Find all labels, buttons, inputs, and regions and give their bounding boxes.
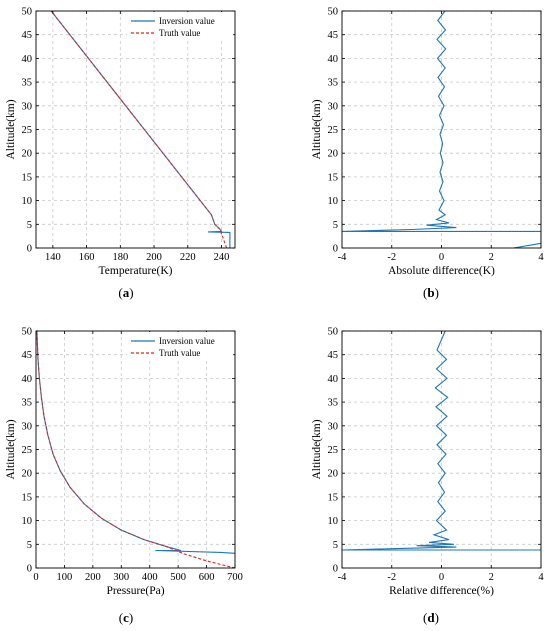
legend-label: Truth value [159,348,200,358]
y-tick-label: 35 [22,398,33,409]
x-tick-label: 300 [113,572,129,583]
x-tick-label: 0 [439,252,444,263]
y-tick-label: 50 [22,7,33,18]
y-tick-label: 5 [27,220,32,231]
y-tick-label: 0 [333,244,338,255]
y-tick-label: 0 [27,244,32,255]
panel-label: (a) [118,285,133,300]
y-tick-label: 30 [328,421,339,432]
y-tick-label: 45 [22,30,33,41]
x-tick-label: 2 [489,252,494,263]
y-tick-label: 40 [22,54,33,65]
y-tick-label: 50 [22,327,33,338]
y-tick-label: 50 [328,7,339,18]
x-tick-label: -2 [387,572,396,583]
y-axis-label: Altitude(km) [311,419,323,479]
x-axis-label: Relative difference(%) [389,585,494,597]
series-line-1 [36,331,235,554]
x-tick-label: -4 [338,572,347,583]
y-tick-label: 25 [328,445,339,456]
x-tick-label: 600 [199,572,215,583]
y-tick-label: 35 [22,78,33,89]
x-tick-label: -4 [338,252,347,263]
x-tick-label: 240 [214,252,230,263]
x-tick-label: 0 [439,572,444,583]
series-line-2 [36,331,235,568]
y-tick-label: 20 [22,469,33,480]
y-tick-label: 0 [27,564,32,575]
y-tick-label: 20 [328,149,339,160]
x-tick-label: 200 [146,252,162,263]
y-tick-label: 30 [22,101,33,112]
legend-label: Inversion value [159,16,215,26]
x-axis-label: Absolute difference(K) [388,265,495,277]
panel-c: 0 100 200 300 400 500 600 700 0 5 10 15 20 25 30 35 40 45… [5,327,243,626]
y-tick-label: 35 [328,78,339,89]
x-tick-label: 400 [142,572,158,583]
y-tick-label: 15 [22,492,33,503]
panel-label: (b) [423,285,439,300]
x-tick-label: 220 [180,252,196,263]
x-tick-label: 500 [170,572,186,583]
y-tick-label: 10 [328,196,339,207]
y-tick-label: 10 [22,196,33,207]
series-line-1 [342,11,541,248]
x-tick-label: 180 [112,252,128,263]
panel-label: (d) [423,610,439,625]
x-tick-label: -2 [387,252,396,263]
y-tick-label: 40 [328,54,339,65]
y-tick-label: 30 [328,101,339,112]
x-tick-label: 160 [79,252,95,263]
y-tick-label: 0 [333,564,338,575]
x-tick-label: 4 [538,252,544,263]
y-tick-label: 45 [328,350,339,361]
y-axis-label: Altitude(km) [5,419,17,479]
y-tick-label: 45 [22,350,33,361]
x-tick-label: 140 [45,252,61,263]
legend-label: Inversion value [159,336,215,346]
y-tick-label: 25 [22,445,33,456]
y-tick-label: 30 [22,421,33,432]
y-tick-label: 40 [22,374,33,385]
y-tick-label: 5 [333,220,338,231]
legend: Inversion value Truth value [127,12,233,40]
legend-label: Truth value [159,28,200,38]
x-tick-label: 100 [57,572,73,583]
y-tick-label: 15 [328,492,339,503]
y-tick-label: 5 [333,540,338,551]
series-line-2 [50,11,228,248]
y-tick-label: 20 [328,469,339,480]
y-tick-label: 35 [328,398,339,409]
y-tick-label: 15 [22,172,33,183]
x-tick-label: 700 [227,572,243,583]
x-tick-label: 200 [85,572,101,583]
y-tick-label: 10 [22,516,33,527]
y-tick-label: 5 [27,540,32,551]
y-axis-label: Altitude(km) [311,99,323,159]
x-tick-label: 2 [489,572,494,583]
y-tick-label: 10 [328,516,339,527]
y-axis-label: Altitude(km) [5,99,17,159]
y-tick-label: 40 [328,374,339,385]
y-tick-label: 25 [22,125,33,136]
panel-a: 140 160 180 200 220 240 0 5 10 15 20 25 30 35 40 45 50 Te… [5,7,236,300]
y-tick-label: 20 [22,149,33,160]
y-tick-label: 50 [328,327,339,338]
x-axis-label: Pressure(Pa) [106,585,164,597]
legend: Inversion value Truth value [127,332,233,360]
series-line-1 [342,331,541,551]
y-tick-label: 25 [328,125,339,136]
x-axis-label: Temperature(K) [99,265,173,277]
panel-label: (c) [119,610,133,625]
y-tick-label: 15 [328,172,339,183]
x-tick-label: 0 [33,572,38,583]
y-tick-label: 45 [328,30,339,41]
x-tick-label: 4 [538,572,544,583]
